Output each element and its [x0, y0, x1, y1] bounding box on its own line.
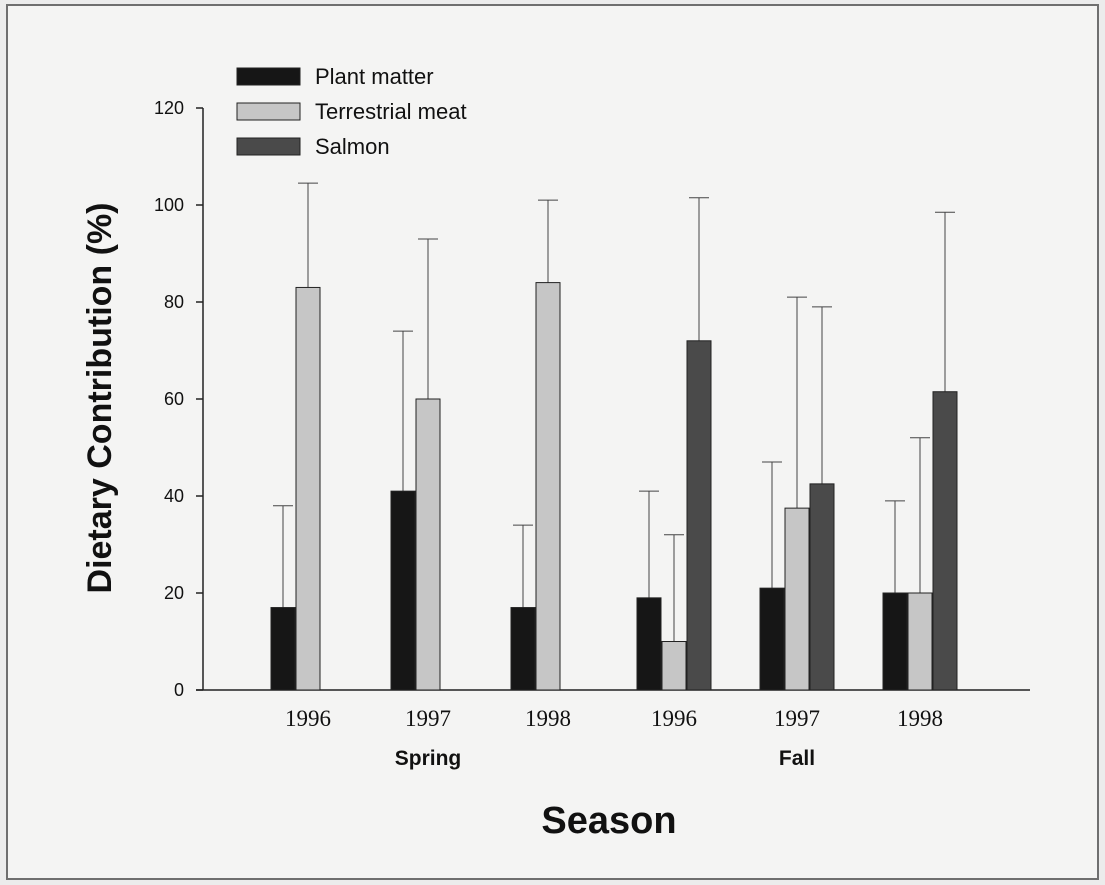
bar-terrestrial-meat: [661, 641, 687, 691]
bar-terrestrial-meat: [784, 507, 810, 691]
bar-salmon: [932, 391, 958, 691]
y-tick-label: 40: [164, 486, 184, 506]
bar-terrestrial-meat: [907, 592, 933, 691]
bar-plant-matter: [636, 597, 662, 691]
x-tick-label: 1998: [897, 706, 943, 731]
x-tick-label: 1996: [651, 706, 697, 731]
legend-swatch: [236, 102, 301, 121]
legend-label: Salmon: [315, 134, 390, 159]
y-tick-label: 0: [174, 680, 184, 700]
bar-terrestrial-meat: [295, 286, 321, 691]
bar-plant-matter: [270, 607, 296, 691]
x-group-label: Spring: [395, 747, 462, 770]
y-tick-label: 120: [154, 98, 184, 118]
bar-plant-matter: [882, 592, 908, 691]
bar-plant-matter: [759, 587, 785, 691]
bar-salmon: [686, 340, 712, 691]
bars: [270, 182, 958, 691]
x-group-label: Fall: [779, 747, 815, 770]
legend: Plant matter Terrestrial meat Salmon: [236, 64, 467, 159]
x-tick-label: 1996: [285, 706, 331, 731]
x-tick-label: 1997: [774, 706, 820, 731]
y-tick-label: 20: [164, 583, 184, 603]
y-tick-label: 60: [164, 389, 184, 409]
y-tick-label: 100: [154, 195, 184, 215]
x-tick-label: 1997: [405, 706, 451, 731]
legend-swatch: [236, 67, 301, 86]
legend-label: Plant matter: [315, 64, 434, 89]
legend-swatch: [236, 137, 301, 156]
axes: 0 20 40 60 80 100 120 1996 1997 1998 Spring 1996 199…: [154, 98, 1030, 770]
bar-terrestrial-meat: [535, 282, 561, 691]
bar-salmon: [809, 483, 835, 691]
bar-plant-matter: [510, 607, 536, 691]
x-tick-label: 1998: [525, 706, 571, 731]
x-axis-title: Season: [541, 800, 676, 842]
y-tick-label: 80: [164, 292, 184, 312]
bar-plant-matter: [390, 490, 416, 691]
legend-label: Terrestrial meat: [315, 99, 467, 124]
bar-terrestrial-meat: [415, 398, 441, 691]
y-axis-title: Dietary Contribution (%): [81, 203, 119, 594]
